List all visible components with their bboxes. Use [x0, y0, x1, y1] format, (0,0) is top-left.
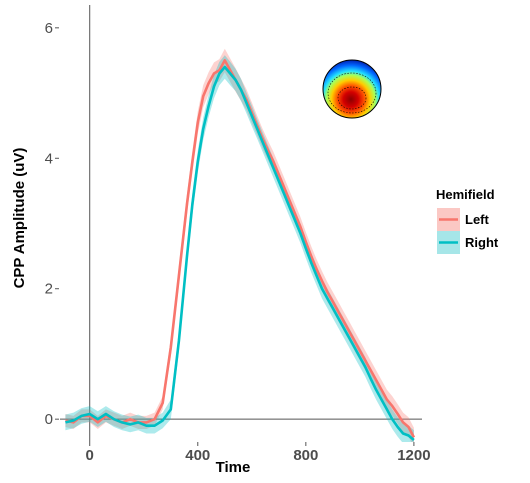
x-axis-ticks: 0 400 800 1200 — [86, 442, 431, 464]
y-tick-label: 4 — [45, 150, 53, 167]
y-tick-label: 2 — [45, 281, 53, 298]
legend-label-right: Right — [465, 235, 499, 250]
legend: Hemifield Left Right — [436, 187, 499, 254]
ci-bands — [65, 48, 414, 442]
x-tick-label: 0 — [86, 447, 94, 464]
y-tick-label: 6 — [45, 20, 53, 37]
series-line-left — [65, 59, 416, 438]
scalp-contour-inner — [337, 86, 367, 110]
x-tick-label: 1200 — [397, 447, 430, 464]
legend-title: Hemifield — [436, 187, 495, 202]
x-tick-label: 800 — [293, 447, 318, 464]
x-tick-label: 400 — [185, 447, 210, 464]
y-tick-label: 0 — [45, 411, 53, 428]
legend-label-left: Left — [465, 212, 490, 227]
scalp-map — [322, 59, 382, 119]
series-line-right — [65, 65, 415, 441]
y-axis-title: CPP Amplitude (uV) — [11, 148, 28, 289]
x-axis-title: Time — [216, 459, 251, 476]
ci-band-right — [65, 55, 414, 442]
scalp-topography-inset — [322, 59, 382, 119]
series-lines — [65, 59, 416, 441]
scalp-contour-outer — [327, 72, 377, 114]
y-axis-ticks: 0 2 4 6 — [45, 20, 59, 428]
